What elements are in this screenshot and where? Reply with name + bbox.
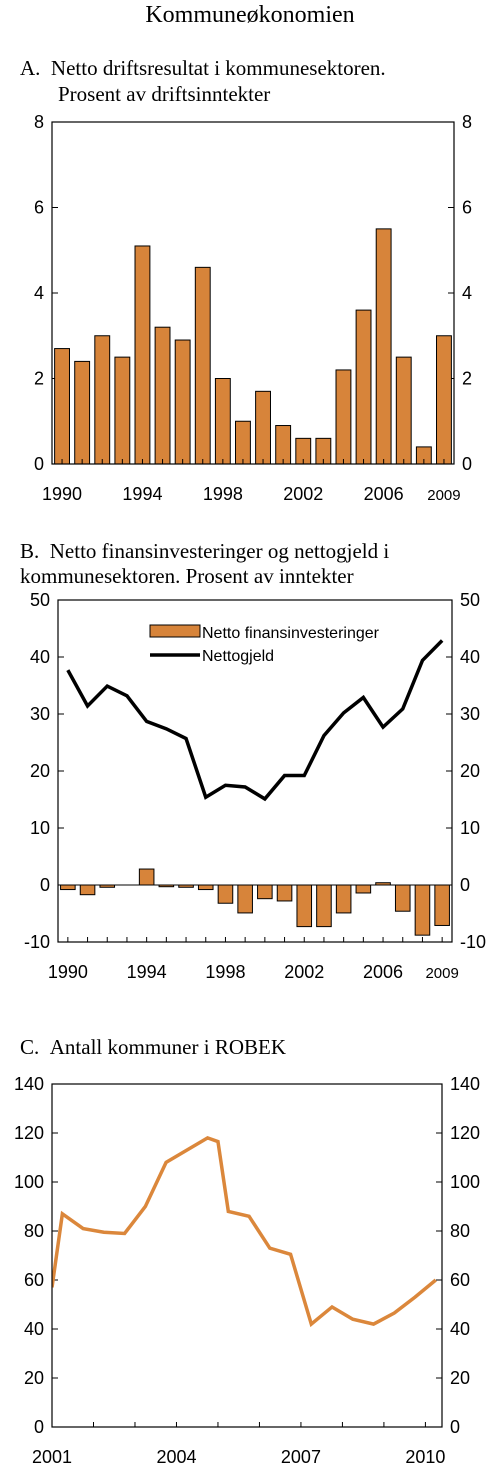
chart-c-title-line-1: Antall kommuner i ROBEK <box>49 1035 286 1059</box>
chart-a-title-line-1: Netto driftsresultat i kommunesektoren. <box>50 56 386 80</box>
chart-b-frame <box>57 599 453 943</box>
chart-b-ytick-label-left: -10 <box>24 932 50 952</box>
chart-a-title-line-2: Prosent av driftsinntekter <box>58 82 271 106</box>
chart-c-xtick-label: 2001 <box>32 1447 72 1467</box>
chart-b-ytick-label-right: 40 <box>460 647 480 667</box>
chart-b-ytick-label-left: 40 <box>30 647 50 667</box>
chart-b-letter: B. <box>20 539 40 563</box>
chart-b-ytick-label-left: 20 <box>30 761 50 781</box>
chart-c-line-robek <box>52 1135 437 1328</box>
chart-c-ytick-label-left: 0 <box>34 1417 44 1437</box>
chart-c-ytick-label-right: 100 <box>450 1172 480 1192</box>
chart-c-ytick-label-right: 40 <box>450 1319 470 1339</box>
chart-b-xtick-label: 2002 <box>284 962 324 982</box>
chart-c-ytick-label-left: 80 <box>24 1221 44 1241</box>
chart-b-ytick-label-right: 30 <box>460 704 480 724</box>
chart-b-title: B. Netto finansinvesteringer og nettogje… <box>20 539 389 564</box>
chart-a-ytick-label-right: 2 <box>462 369 472 389</box>
chart-b-ytick-label-right: 0 <box>460 875 470 895</box>
chart-a-xtick-label: 2006 <box>364 484 404 504</box>
chart-b-legend-bar-label: Netto finansinvesteringer <box>202 625 380 642</box>
chart-a-ytick-label-right: 0 <box>462 454 472 474</box>
chart-c-xtick-label: 2007 <box>281 1447 321 1467</box>
chart-c-ytick-label-left: 60 <box>24 1270 44 1290</box>
chart-c-ytick-label-right: 140 <box>450 1074 480 1094</box>
chart-a-ytick-label-right: 4 <box>462 283 472 303</box>
chart-c-ytick-label-right: 120 <box>450 1123 480 1143</box>
chart-a: 0 0 2 2 4 4 6 6 8 8 1990 1994 1998 2002 2006 2009 <box>34 112 472 504</box>
chart-c-ytick-label-left: 20 <box>24 1368 44 1388</box>
chart-a-xtick-label: 1998 <box>203 484 243 504</box>
chart-a-title: A. Netto driftsresultat i kommunesektore… <box>20 56 386 81</box>
chart-b-xtick-label: 1994 <box>127 962 167 982</box>
chart-a-ytick-label-left: 8 <box>34 112 44 132</box>
chart-c-ytick-label-left: 100 <box>14 1172 44 1192</box>
chart-b-line-nettogjeld <box>66 639 444 802</box>
chart-c-letter: C. <box>20 1035 40 1059</box>
page-title: Kommuneøkonomien <box>145 2 355 28</box>
chart-b-ytick-label-left: 0 <box>40 875 50 895</box>
chart-a-frame <box>51 121 455 465</box>
chart-b-xtick-label: 2009 <box>425 965 458 982</box>
chart-c-frame <box>51 1083 443 1428</box>
chart-b-ytick-label-right: -10 <box>460 932 486 952</box>
chart-b-ytick-label-left: 10 <box>30 818 50 838</box>
chart-c-ytick-label-left: 40 <box>24 1319 44 1339</box>
chart-a-ytick-label-left: 6 <box>34 198 44 218</box>
chart-b-ytick-label-left: 50 <box>30 590 50 610</box>
chart-c-xtick-label: 2004 <box>156 1447 196 1467</box>
chart-b-legend-line-label: Nettogjeld <box>202 648 274 665</box>
chart-c-ytick-label-left: 120 <box>14 1123 44 1143</box>
chart-b: -10 -10 0 0 10 10 20 20 30 30 40 40 50 50 1990 1994 1998… <box>24 590 486 982</box>
chart-a-ytick-label-right: 6 <box>462 198 472 218</box>
chart-c-ytick-label-left: 140 <box>14 1074 44 1094</box>
chart-b-xtick-label: 1998 <box>205 962 245 982</box>
chart-b-xtick-label: 2006 <box>363 962 403 982</box>
chart-a-xtick-label: 1994 <box>122 484 162 504</box>
chart-a-xtick-label: 2009 <box>427 487 460 504</box>
chart-b-ytick-label-right: 10 <box>460 818 480 838</box>
chart-a-xtick-label: 1990 <box>42 484 82 504</box>
chart-b-title-line-2: kommunesektoren. Prosent av inntekter <box>20 564 354 588</box>
chart-a-ytick-label-left: 0 <box>34 454 44 474</box>
chart-a-xtick-label: 2002 <box>283 484 323 504</box>
chart-c-ytick-label-right: 0 <box>450 1417 460 1437</box>
chart-b-ytick-label-right: 20 <box>460 761 480 781</box>
chart-c-ytick-label-right: 20 <box>450 1368 470 1388</box>
chart-a-letter: A. <box>20 56 41 80</box>
chart-b-ytick-label-left: 30 <box>30 704 50 724</box>
chart-c-xtick-label: 2010 <box>405 1447 445 1467</box>
chart-a-ytick-label-left: 2 <box>34 369 44 389</box>
chart-c-ytick-label-right: 80 <box>450 1221 470 1241</box>
chart-b-title-line-1: Netto finansinvesteringer og nettogjeld … <box>49 539 390 563</box>
chart-a-ytick-label-left: 4 <box>34 283 44 303</box>
chart-b-xtick-label: 1990 <box>48 962 88 982</box>
chart-b-ytick-label-right: 50 <box>460 590 480 610</box>
chart-a-ytick-label-right: 8 <box>462 112 472 132</box>
chart-c-ytick-label-right: 60 <box>450 1270 470 1290</box>
chart-b-legend-bar-swatch <box>149 624 201 638</box>
chart-c-title: C. Antall kommuner i ROBEK <box>20 1035 286 1060</box>
